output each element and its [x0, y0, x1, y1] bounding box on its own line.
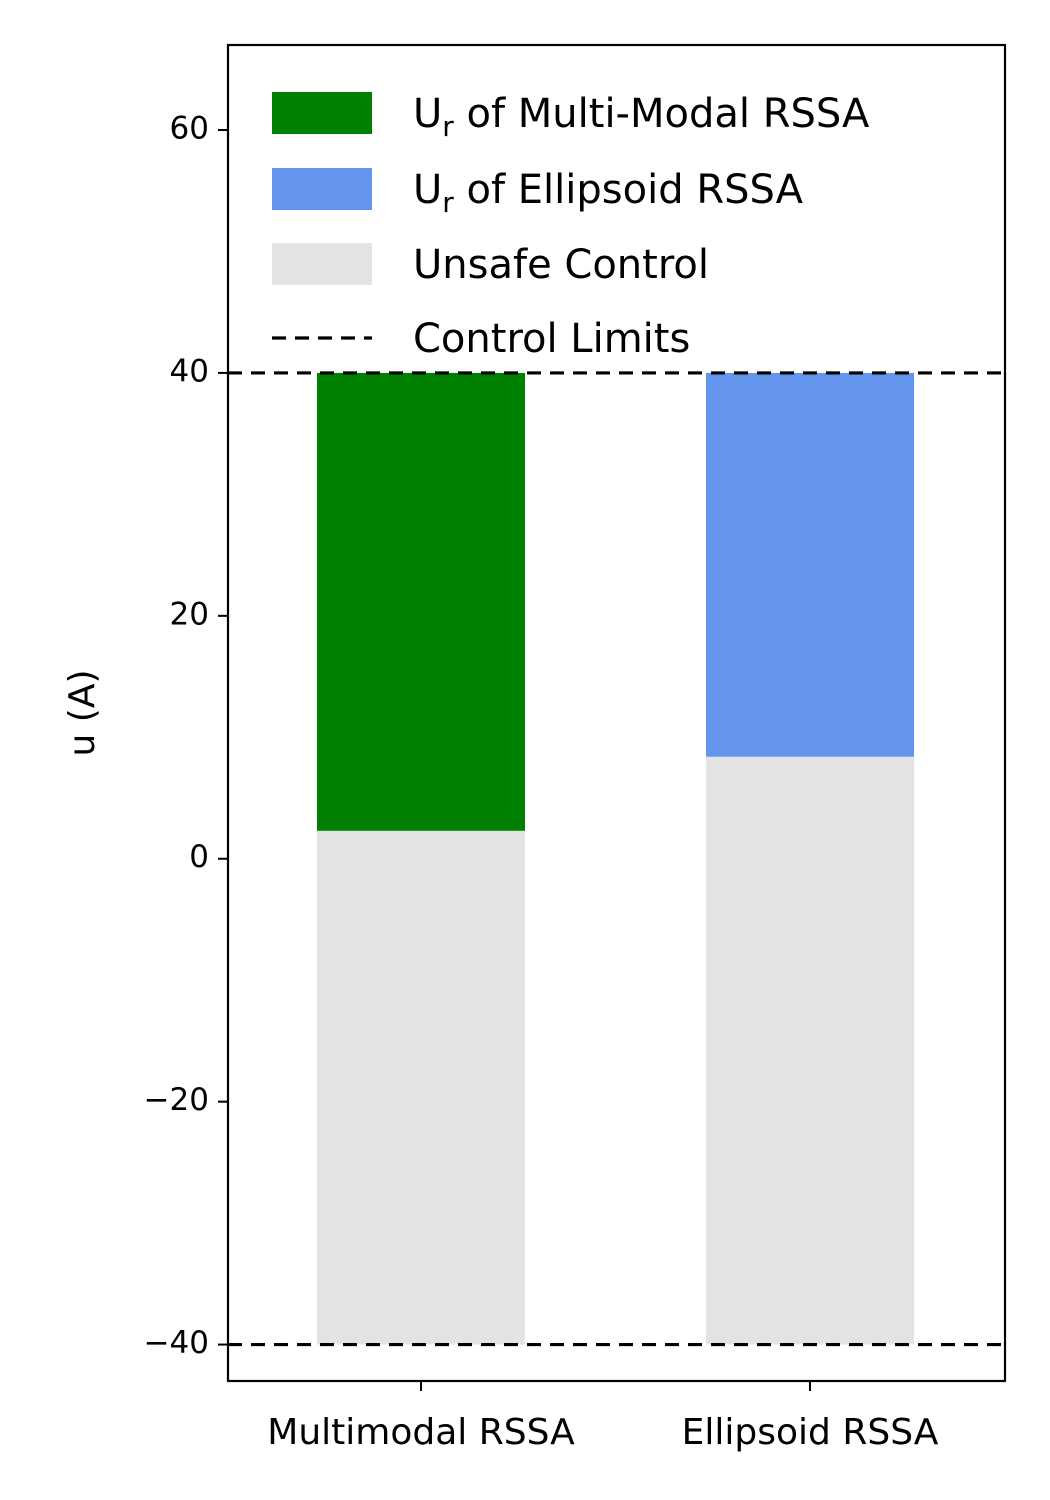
y-tick-label: 60 [170, 111, 209, 147]
legend-swatch [272, 168, 372, 210]
bar-unsafe-control-ellipsoid-rssa [706, 756, 914, 1345]
x-axis: Multimodal RSSA Ellipsoid RSSA [267, 1381, 939, 1453]
y-tick-label: 40 [170, 353, 209, 389]
control-limits-layer [228, 371, 1005, 1347]
y-tick-label: 0 [189, 839, 209, 875]
y-tick-label: 20 [170, 596, 209, 632]
plot-frame [226, 43, 1007, 1383]
y-axis: −40 −20 0 20 40 60 [144, 111, 228, 1361]
x-tick-label: Ellipsoid RSSA [682, 1412, 939, 1453]
y-axis-title: u (A) [62, 670, 103, 757]
bar-u-of-multi-modal-rssa-multimodal-rssa [317, 372, 525, 831]
x-tick-label: Multimodal RSSA [267, 1412, 575, 1453]
bar-unsafe-control-multimodal-rssa [317, 830, 525, 1345]
legend-label: Ur of Ellipsoid RSSA [413, 167, 804, 219]
legend-swatch [272, 92, 372, 134]
legend-label: Unsafe Control [413, 242, 709, 288]
y-tick-label: −20 [144, 1082, 209, 1118]
legend-label: Control Limits [413, 316, 690, 362]
bars-layer [317, 372, 914, 1345]
bar-u-of-ellipsoid-rssa-ellipsoid-rssa [706, 372, 914, 757]
y-tick-label: −40 [144, 1325, 209, 1361]
legend-swatch [272, 243, 372, 285]
legend-label: Ur of Multi-Modal RSSA [413, 91, 870, 143]
legend: Ur of Multi-Modal RSSA Ur of Ellipsoid RS… [272, 91, 870, 362]
